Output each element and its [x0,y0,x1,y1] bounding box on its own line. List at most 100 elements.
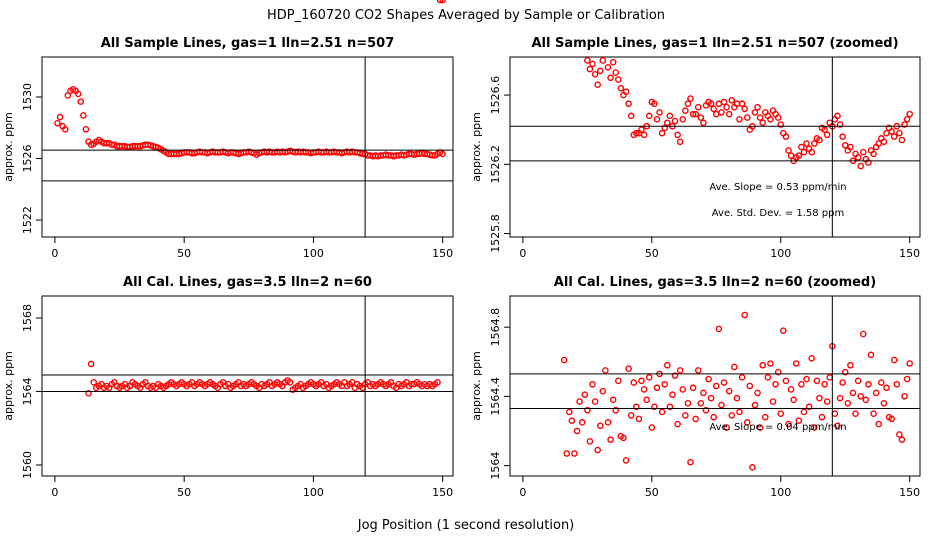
data-point [849,389,857,397]
panel-title: All Sample Lines, gas=1 lln=2.51 n=507 (… [531,36,898,51]
x-tick-label: 100 [303,486,324,499]
data-point [615,377,622,385]
data-point [774,368,782,376]
data-point [635,415,643,423]
data-point [906,110,913,118]
data-point [566,408,573,416]
data-points [584,57,913,170]
data-points [54,86,446,160]
data-point [896,431,903,438]
data-point [756,424,764,431]
data-point [728,412,736,419]
data-point [883,384,890,392]
figure-x-label: Jog Position (1 second resolution) [357,518,575,533]
data-point [630,379,638,386]
data-point [656,109,663,116]
data-point [54,119,61,127]
data-point [676,138,684,146]
data-point [782,133,790,140]
data-point [638,377,645,385]
x-tick-label: 100 [770,486,791,499]
data-point [439,0,446,4]
data-point [903,375,911,383]
data-point [738,374,746,381]
data-point [792,360,800,367]
data-point [607,74,614,82]
data-point [581,391,589,398]
data-point [645,112,653,120]
y-axis-label: approx. ppm [2,112,15,182]
y-tick-label: 1530 [21,83,34,111]
data-point [836,394,844,402]
data-point [787,152,795,159]
x-tick-label: 100 [770,247,791,260]
chart-panel-1: All Sample Lines, gas=1 lln=2.51 n=507 ap… [2,36,454,260]
data-point [586,65,594,73]
data-point [651,100,658,108]
data-point [697,114,705,121]
chart-panel-4: All Cal. Lines, gas=3.5 lln=2 n=60 (zoom… [470,275,921,499]
data-point [87,360,95,368]
data-point [816,136,823,144]
data-point [836,121,844,128]
data-point [754,389,761,397]
chart-panel-2: All Sample Lines, gas=1 lln=2.51 n=507 (… [470,36,921,260]
data-point [888,415,895,423]
data-point [679,116,687,123]
data-point [661,124,669,132]
annotation-text: Ave. Slope = 0.04 ppm/min [709,422,846,433]
data-point [674,420,681,428]
data-point [901,393,908,400]
data-point [751,109,759,116]
data-point [810,140,818,147]
data-point [759,119,767,127]
data-point [723,103,730,111]
plot-frame [509,56,921,238]
data-point [725,387,733,395]
data-point [658,129,666,137]
data-point [862,396,870,404]
data-point [80,112,87,119]
data-point [596,422,604,430]
data-point [880,138,888,146]
data-point [743,419,751,426]
data-point [847,143,854,151]
data-point [782,377,790,385]
data-point [720,379,728,386]
data-point [795,152,803,159]
data-point [694,367,702,374]
data-point [612,406,620,414]
data-point [715,325,723,333]
data-point [591,398,599,405]
data-point [663,361,671,369]
data-point [826,374,834,381]
x-tick-label: 150 [432,486,453,499]
data-point [839,133,846,140]
y-tick-label: 1560 [21,451,34,479]
data-point [857,162,864,170]
data-point [893,380,901,388]
data-point [896,129,903,137]
data-point [596,67,604,75]
data-point [769,398,777,405]
data-point [852,410,859,417]
data-point [707,394,715,402]
data-point [767,116,774,123]
data-point [854,377,862,385]
data-point [702,406,710,414]
data-point [834,422,841,430]
data-point [645,374,653,381]
data-point [764,374,772,381]
data-point [622,457,630,464]
data-point [777,410,785,417]
panel-title: All Cal. Lines, gas=3.5 lln=2 n=60 [123,275,372,290]
data-point [800,408,808,416]
data-point [728,96,736,104]
data-point [803,375,810,383]
data-point [584,406,591,414]
data-point [615,76,622,83]
x-tick-label: 0 [51,247,58,260]
data-point [715,100,723,108]
